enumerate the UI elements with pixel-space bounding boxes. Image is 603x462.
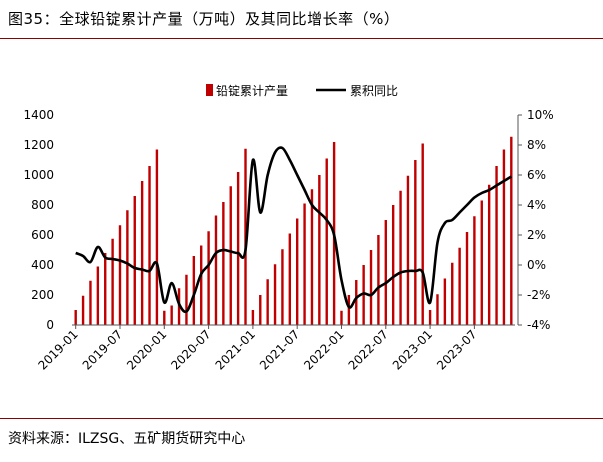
x-tick-label: 2020-07 bbox=[168, 327, 213, 372]
production-bar bbox=[443, 278, 447, 325]
production-bar bbox=[310, 189, 314, 325]
production-bar bbox=[377, 235, 380, 325]
production-bar bbox=[369, 250, 373, 325]
production-bar bbox=[421, 143, 424, 325]
production-bar bbox=[510, 136, 513, 325]
production-bar bbox=[391, 205, 395, 325]
right-tick-label: 8% bbox=[527, 138, 546, 152]
legend-line-label: 累积同比 bbox=[350, 84, 398, 98]
right-tick-label: 0% bbox=[527, 258, 546, 272]
left-tick-label: 200 bbox=[31, 288, 54, 302]
legend: 铅锭累计产量 累积同比 bbox=[206, 84, 398, 98]
left-tick-label: 0 bbox=[46, 318, 54, 332]
production-bar bbox=[495, 166, 498, 325]
production-bar bbox=[355, 280, 358, 325]
production-bar bbox=[399, 190, 402, 325]
production-bar bbox=[126, 210, 129, 325]
x-tick-label: 2023-01 bbox=[390, 327, 435, 372]
production-bar bbox=[74, 310, 77, 325]
production-bar bbox=[96, 266, 100, 325]
left-tick-label: 600 bbox=[31, 228, 54, 242]
production-bar bbox=[111, 238, 114, 325]
legend-bar-swatch bbox=[206, 84, 213, 96]
production-bar bbox=[384, 220, 387, 325]
right-tick-label: 2% bbox=[527, 228, 546, 242]
production-bar bbox=[281, 249, 284, 325]
production-bar bbox=[104, 253, 107, 325]
production-bar bbox=[273, 264, 277, 325]
x-tick-label: 2019-07 bbox=[80, 327, 125, 372]
production-bar bbox=[266, 279, 269, 325]
production-bar bbox=[436, 294, 439, 325]
x-tick-label: 2022-07 bbox=[346, 327, 391, 372]
x-axis: 2019-012019-072020-012020-072021-012021-… bbox=[35, 325, 480, 373]
production-bar bbox=[288, 233, 292, 325]
x-tick-label: 2021-07 bbox=[257, 327, 302, 372]
right-axis: -4% -2% 0% 2% 4% 6% 8% 10% bbox=[517, 108, 554, 332]
chart-title: 图35：全球铅锭累计产量（万吨）及其同比增长率（%） bbox=[8, 10, 400, 28]
production-bar bbox=[458, 247, 461, 325]
production-bar bbox=[133, 196, 136, 325]
production-bar bbox=[192, 256, 196, 325]
x-tick-label: 2021-01 bbox=[213, 327, 258, 372]
left-tick-label: 1400 bbox=[23, 108, 54, 122]
production-bar bbox=[473, 216, 476, 325]
production-bar bbox=[163, 310, 166, 325]
production-bar bbox=[480, 200, 483, 325]
left-tick-label: 400 bbox=[31, 258, 54, 272]
production-bar bbox=[148, 166, 151, 325]
chart: 铅锭累计产量 累积同比 0 200 400 600 800 1000 1200 1400 -4… bbox=[23, 84, 554, 373]
yoy-line bbox=[75, 146, 513, 314]
production-bar bbox=[185, 274, 188, 325]
right-tick-label: 10% bbox=[527, 108, 554, 122]
production-bar bbox=[207, 231, 210, 325]
x-tick-label: 2020-01 bbox=[124, 327, 169, 372]
production-bar bbox=[465, 232, 469, 325]
left-tick-label: 1200 bbox=[23, 138, 54, 152]
production-bar bbox=[502, 149, 506, 325]
legend-bar-label: 铅锭累计产量 bbox=[216, 84, 288, 98]
left-axis: 0 200 400 600 800 1000 1200 1400 bbox=[23, 108, 54, 332]
production-bar bbox=[347, 295, 351, 325]
production-bar bbox=[295, 218, 299, 325]
production-bar bbox=[229, 186, 232, 325]
production-bar bbox=[414, 160, 417, 325]
production-bar bbox=[200, 245, 203, 325]
production-bar bbox=[89, 280, 92, 325]
production-bar bbox=[140, 181, 144, 325]
production-bar bbox=[325, 158, 328, 325]
right-tick-label: -2% bbox=[527, 288, 550, 302]
production-bar bbox=[118, 225, 122, 325]
production-bar bbox=[155, 149, 159, 325]
production-bar bbox=[222, 202, 225, 325]
left-tick-label: 800 bbox=[31, 198, 54, 212]
title-rule bbox=[0, 38, 603, 39]
right-tick-label: -4% bbox=[527, 318, 550, 332]
x-tick-label: 2023-07 bbox=[434, 327, 479, 372]
source-note: 资料来源：ILZSG、五矿期货研究中心 bbox=[8, 431, 246, 447]
footer-rule bbox=[0, 418, 603, 419]
production-bar bbox=[251, 310, 255, 325]
production-bar bbox=[406, 175, 410, 325]
x-tick-label: 2022-01 bbox=[301, 327, 346, 372]
production-bar bbox=[487, 184, 491, 325]
production-bar bbox=[81, 295, 85, 325]
x-tick-label: 2019-01 bbox=[35, 327, 80, 372]
production-bar bbox=[303, 203, 306, 325]
right-tick-label: 4% bbox=[527, 198, 546, 212]
production-bar bbox=[362, 265, 365, 325]
production-bar bbox=[428, 310, 432, 325]
production-bar bbox=[214, 215, 218, 325]
production-bar bbox=[451, 262, 454, 325]
production-bar bbox=[340, 310, 343, 325]
left-tick-label: 1000 bbox=[23, 168, 54, 182]
production-bar bbox=[244, 148, 247, 325]
production-bar bbox=[170, 305, 173, 325]
production-bar bbox=[259, 295, 262, 325]
production-bar bbox=[318, 175, 321, 325]
right-tick-label: 6% bbox=[527, 168, 546, 182]
production-bar bbox=[236, 172, 240, 325]
